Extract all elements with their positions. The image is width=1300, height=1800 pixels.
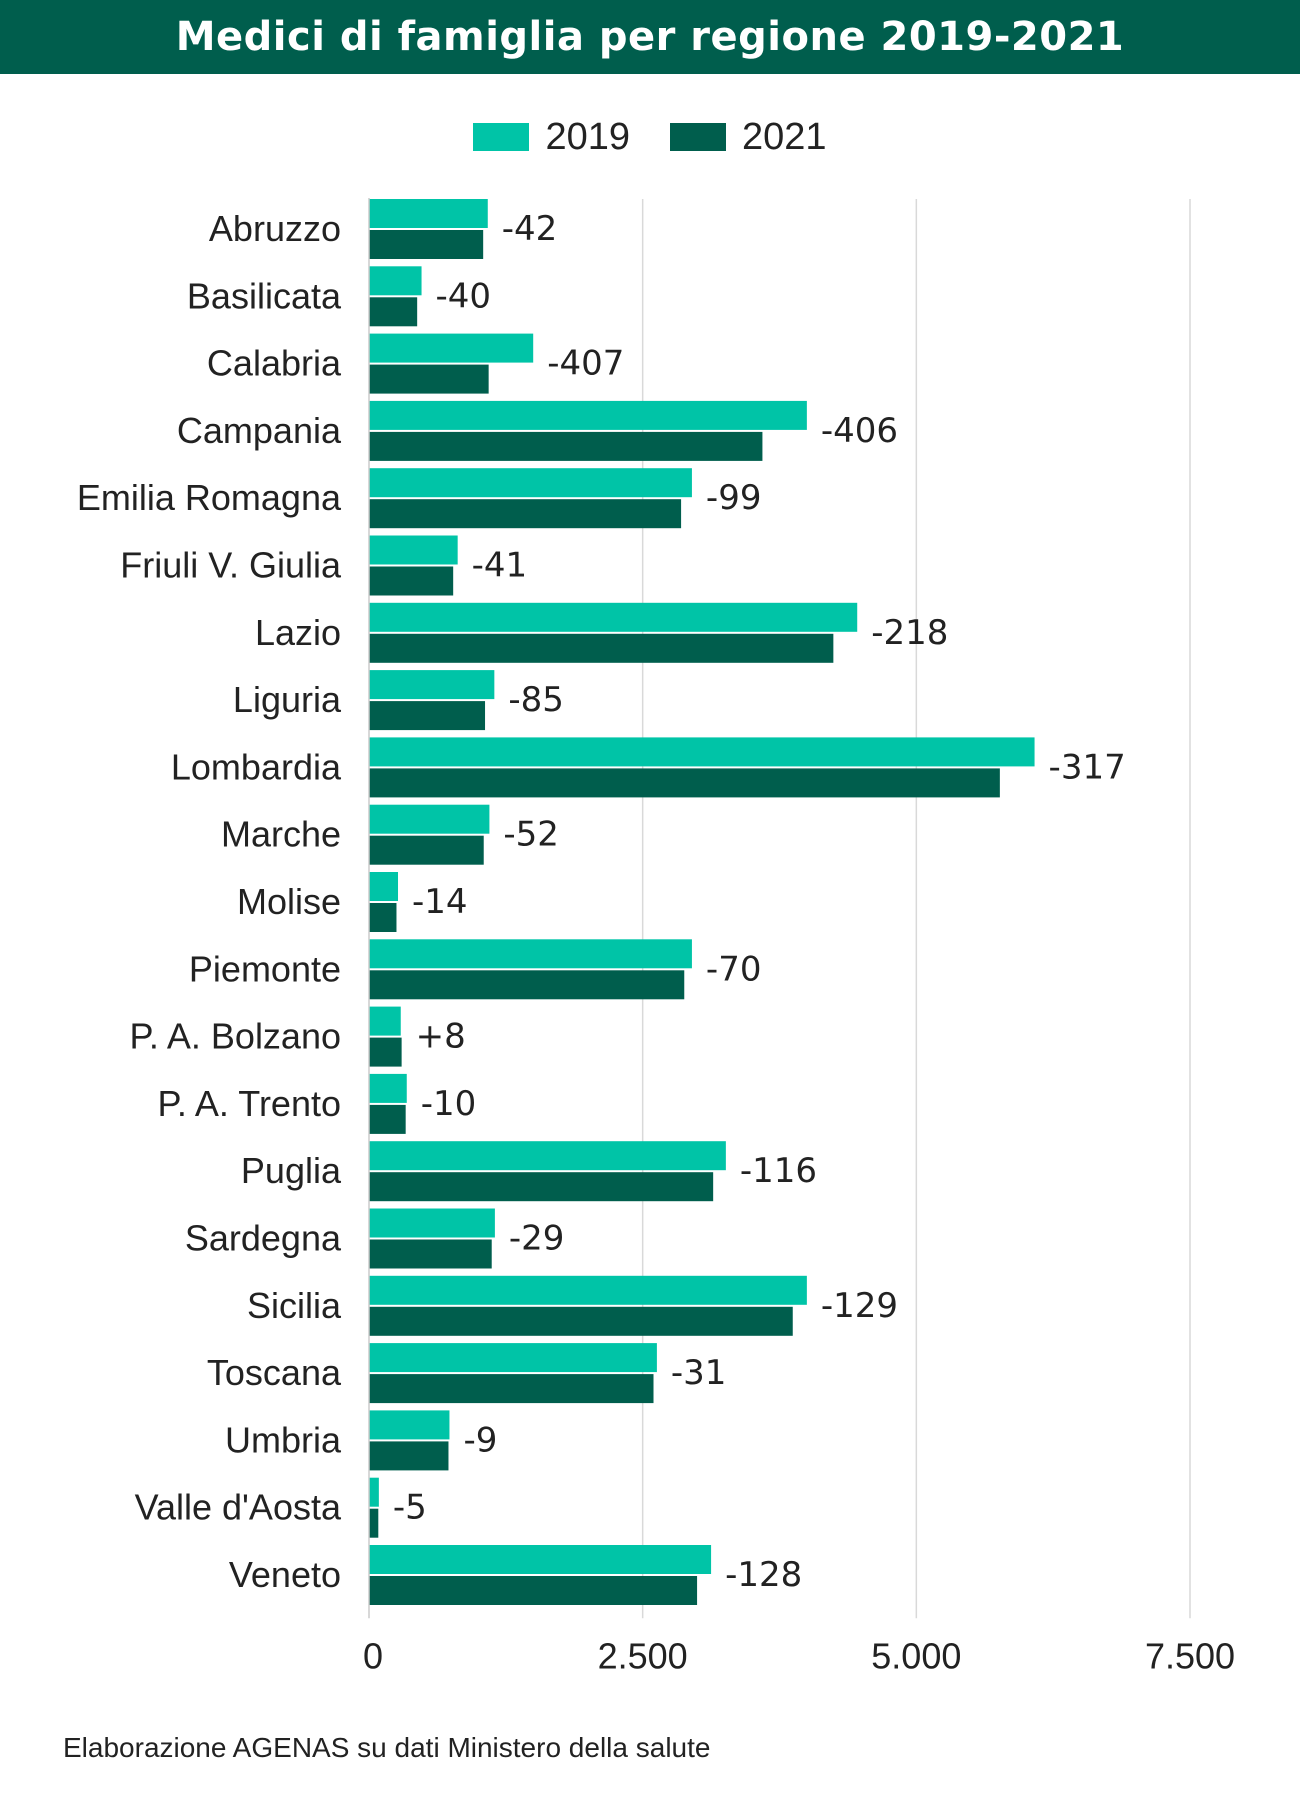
bar-2021-20	[369, 1576, 698, 1605]
bar-2019-17	[369, 1343, 657, 1373]
bar-2019-15	[369, 1208, 495, 1238]
legend-label-2021: 2021	[742, 115, 827, 158]
bar-2021-13	[369, 1104, 406, 1134]
x-tick-label-1: 2.500	[598, 1635, 688, 1676]
delta-label-3: -406	[821, 411, 898, 451]
bar-chart: 0 2.500 5.000 7.500 Abruzzo -42 Basilicata -40 C…	[77, 198, 1235, 1676]
delta-label-19: -5	[393, 1488, 427, 1528]
bar-2021-4	[369, 499, 682, 529]
delta-label-18: -9	[463, 1420, 497, 1460]
bar-2021-18	[369, 1441, 449, 1471]
delta-label-9: -52	[503, 815, 559, 855]
category-label-2: Calabria	[207, 343, 342, 384]
delta-label-13: -10	[421, 1084, 477, 1124]
bar-2021-11	[369, 970, 685, 1000]
category-label-6: Lazio	[255, 612, 341, 653]
bar-2019-20	[369, 1545, 712, 1574]
category-label-10: Molise	[237, 881, 341, 922]
category-label-19: Valle d'Aosta	[135, 1487, 342, 1528]
legend-item-2021: 2021	[670, 116, 827, 159]
delta-label-1: -40	[436, 276, 492, 316]
legend: 2019 2021	[0, 112, 1300, 162]
delta-label-20: -128	[725, 1555, 802, 1595]
bar-2021-1	[369, 297, 418, 327]
bar-2019-14	[369, 1141, 726, 1171]
delta-label-2: -407	[547, 344, 624, 384]
category-label-4: Emilia Romagna	[77, 477, 342, 518]
bar-2021-14	[369, 1172, 714, 1202]
bar-2019-11	[369, 939, 692, 969]
bar-2019-16	[369, 1275, 807, 1305]
x-tick-label-0: 0	[363, 1635, 383, 1676]
bar-2021-2	[369, 364, 489, 394]
category-label-0: Abruzzo	[209, 208, 341, 249]
category-label-18: Umbria	[225, 1419, 342, 1460]
x-tick-label-3: 7.500	[1145, 1635, 1235, 1676]
bar-2019-9	[369, 804, 490, 834]
bar-2021-12	[369, 1037, 402, 1067]
bar-2021-0	[369, 230, 484, 259]
legend-item-2019: 2019	[473, 116, 630, 159]
delta-label-12: +8	[416, 1017, 466, 1057]
category-label-8: Lombardia	[171, 746, 342, 787]
delta-label-0: -42	[502, 209, 558, 249]
category-label-12: P. A. Bolzano	[130, 1016, 342, 1057]
bar-2019-13	[369, 1073, 407, 1103]
category-label-9: Marche	[221, 814, 341, 855]
bar-2021-10	[369, 903, 397, 932]
chart-title: Medici di famiglia per regione 2019-2021	[175, 14, 1125, 60]
bar-2021-8	[369, 768, 1000, 798]
delta-label-10: -14	[412, 882, 468, 922]
legend-swatch-2019	[473, 123, 530, 151]
x-tick-label-2: 5.000	[871, 1635, 961, 1676]
delta-label-15: -29	[509, 1219, 565, 1259]
delta-label-7: -85	[508, 680, 564, 720]
bar-2021-15	[369, 1239, 492, 1269]
category-label-16: Sicilia	[247, 1285, 342, 1326]
delta-label-4: -99	[706, 478, 762, 518]
bar-2019-7	[369, 670, 495, 700]
bar-2021-16	[369, 1306, 793, 1336]
category-label-17: Toscana	[207, 1352, 342, 1393]
bar-2019-2	[369, 333, 534, 363]
legend-swatch-2021	[670, 123, 726, 151]
bar-2021-6	[369, 633, 834, 663]
bar-2021-19	[369, 1508, 379, 1538]
bar-2021-17	[369, 1374, 654, 1404]
delta-label-14: -116	[740, 1151, 817, 1191]
category-label-5: Friuli V. Giulia	[120, 545, 342, 586]
bar-2019-18	[369, 1410, 450, 1440]
bar-2021-3	[369, 431, 763, 461]
bar-2019-6	[369, 602, 858, 632]
source-note: Elaborazione AGENAS su dati Ministero de…	[63, 1732, 711, 1763]
bar-2019-19	[369, 1477, 379, 1507]
category-label-7: Liguria	[233, 679, 342, 720]
bar-2019-5	[369, 535, 458, 565]
category-label-14: Puglia	[241, 1150, 342, 1191]
bar-2021-7	[369, 701, 486, 731]
delta-label-6: -218	[871, 613, 948, 653]
category-label-1: Basilicata	[187, 275, 342, 316]
bar-2019-12	[369, 1006, 401, 1036]
delta-label-16: -129	[821, 1286, 898, 1326]
bar-2019-3	[369, 400, 807, 430]
delta-label-5: -41	[472, 546, 528, 586]
legend-label-2019: 2019	[545, 115, 630, 158]
category-label-15: Sardegna	[185, 1218, 342, 1259]
delta-label-17: -31	[671, 1353, 727, 1393]
category-label-13: P. A. Trento	[158, 1083, 341, 1124]
bar-2019-8	[369, 737, 1035, 767]
category-label-20: Veneto	[229, 1554, 341, 1595]
bar-2019-0	[369, 199, 488, 228]
bar-2021-9	[369, 835, 484, 865]
category-label-11: Piemonte	[189, 948, 341, 989]
bar-2021-5	[369, 566, 454, 596]
bar-2019-4	[369, 468, 692, 498]
title-bar: Medici di famiglia per regione 2019-2021	[0, 0, 1300, 74]
delta-label-8: -317	[1049, 747, 1126, 787]
bar-2019-10	[369, 872, 399, 901]
bar-2019-1	[369, 266, 422, 296]
category-label-3: Campania	[177, 410, 342, 451]
delta-label-11: -70	[706, 949, 762, 989]
